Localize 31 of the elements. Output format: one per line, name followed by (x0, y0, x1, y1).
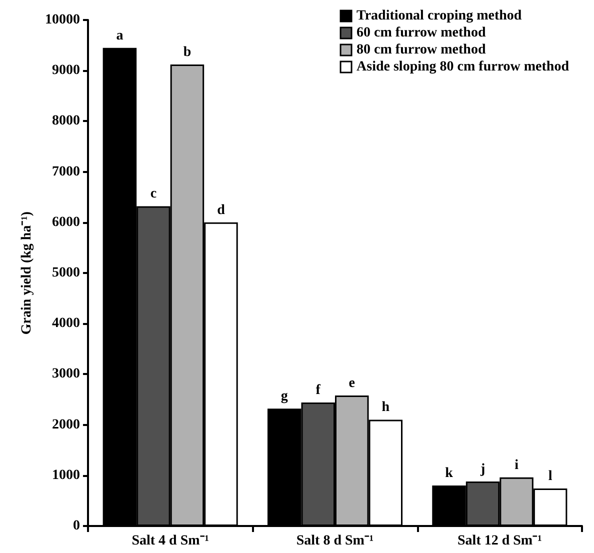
data-label: e (348, 376, 355, 391)
y-tick-label: 5000 (52, 266, 80, 280)
data-label: a (116, 28, 124, 44)
data-label: j (479, 462, 486, 477)
y-tick-label: 3000 (52, 366, 80, 382)
legend-label: 60 cm furrow method (356, 26, 486, 40)
data-label: i (514, 458, 519, 473)
y-axis-title: Grain yield (kg ha⁻¹) (20, 211, 35, 335)
legend-label: Aside sloping 80 cm furrow method (356, 60, 570, 74)
y-tick-label: 9000 (52, 63, 80, 78)
data-label: l (548, 469, 552, 484)
data-label: k (445, 466, 454, 482)
x-tick-label: Salt 12 d Sm⁻¹ (458, 534, 542, 548)
data-label: g (280, 389, 288, 404)
y-tick-label: 4000 (52, 316, 80, 332)
y-tick-label: 6000 (52, 214, 80, 230)
data-label: d (217, 202, 226, 218)
legend-label: Traditional croping method (356, 8, 522, 24)
data-label: h (382, 400, 390, 416)
y-tick-label: 8000 (52, 114, 80, 129)
data-label: f (316, 383, 321, 398)
y-tick-label: 1000 (52, 468, 80, 483)
legend-label: 80 cm furrow method (356, 42, 486, 58)
y-tick-label: 2000 (52, 417, 80, 432)
x-tick-label: Salt 4 d Sm⁻¹ (132, 534, 209, 548)
data-label: c (150, 186, 157, 202)
y-tick-label: 0 (73, 518, 80, 534)
data-label: b (183, 45, 192, 60)
y-tick-label: 10000 (45, 12, 80, 28)
y-tick-label: 7000 (52, 164, 80, 180)
x-tick-label: Salt 8 d Sm⁻¹ (296, 534, 374, 548)
